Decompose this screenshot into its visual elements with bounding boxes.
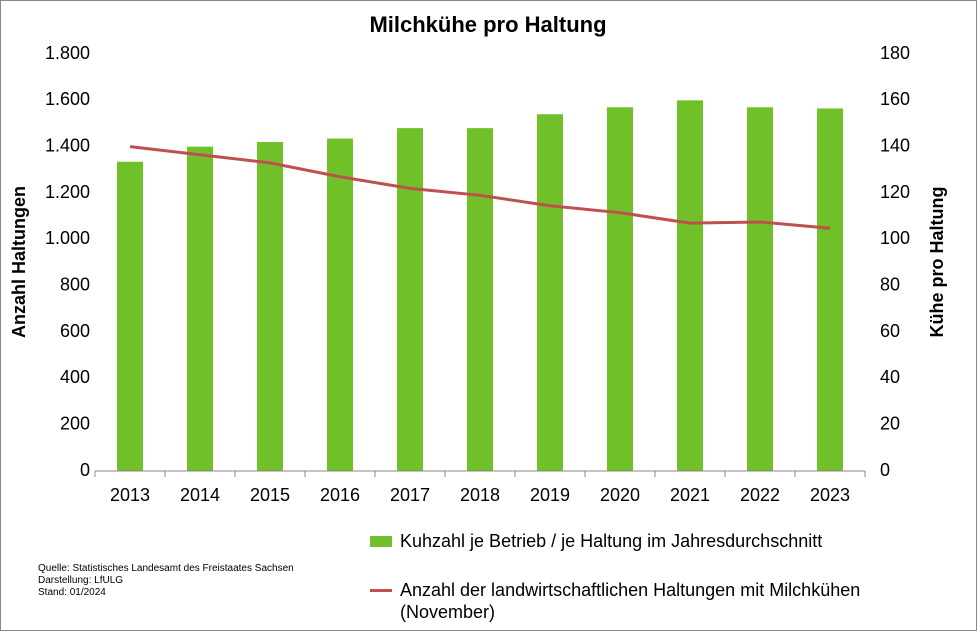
x-tick-label: 2018 [460,485,500,505]
bar [467,128,493,471]
y2-tick-label: 60 [880,321,900,341]
y2-tick-label: 140 [880,135,910,155]
bar [817,108,843,472]
legend-item: Anzahl der landwirtschaftlichen Haltunge… [370,579,960,623]
note: Stand: 01/2024 [38,587,106,598]
x-tick-label: 2020 [600,485,640,505]
bar [117,161,143,471]
x-tick-label: 2023 [810,485,850,505]
note: Darstellung: LfULG [38,575,124,586]
y2-axis-label: Kühe pro Haltung [927,187,947,338]
y2-tick-label: 40 [880,367,900,387]
legend-label: Kuhzahl je Betrieb / je Haltung im Jahre… [400,531,823,551]
y-axis-label: Anzahl Haltungen [9,186,29,338]
y-tick-label: 600 [60,321,90,341]
x-tick-label: 2015 [250,485,290,505]
bar [187,146,213,471]
x-tick-label: 2021 [670,485,710,505]
y-tick-label: 1.000 [45,228,90,248]
legend-swatch [370,589,392,592]
y2-tick-label: 20 [880,413,900,433]
line [129,145,831,230]
x-tick-label: 2013 [110,485,150,505]
x-tick-label: 2014 [180,485,220,505]
y2-tick-label: 0 [880,460,890,480]
y-tick-label: 1.400 [45,135,90,155]
x-tick-label: 2016 [320,485,360,505]
bar [257,142,283,472]
bar [747,107,773,472]
y2-tick-label: 80 [880,274,900,294]
y-tick-label: 1.200 [45,182,90,202]
bar [397,128,423,471]
y2-tick-label: 100 [880,228,910,248]
note: Quelle: Statistisches Landesamt des Frei… [38,563,294,574]
x-tick-label: 2022 [740,485,780,505]
bar [607,107,633,472]
legend-label: Anzahl der landwirtschaftlichen Haltunge… [400,580,861,622]
bar [677,100,703,471]
y-tick-label: 1.600 [45,89,90,109]
chart-title: Milchkühe pro Haltung [369,12,606,37]
y-tick-label: 200 [60,413,90,433]
bar [327,138,353,471]
x-tick-label: 2017 [390,485,430,505]
y-tick-label: 400 [60,367,90,387]
y-tick-label: 0 [80,460,90,480]
x-tick-label: 2019 [530,485,570,505]
y2-tick-label: 120 [880,182,910,202]
y-tick-label: 1.800 [45,43,90,63]
y2-tick-label: 180 [880,43,910,63]
y2-tick-label: 160 [880,89,910,109]
legend-swatch [370,536,392,547]
y-tick-label: 800 [60,274,90,294]
bar [537,114,563,471]
